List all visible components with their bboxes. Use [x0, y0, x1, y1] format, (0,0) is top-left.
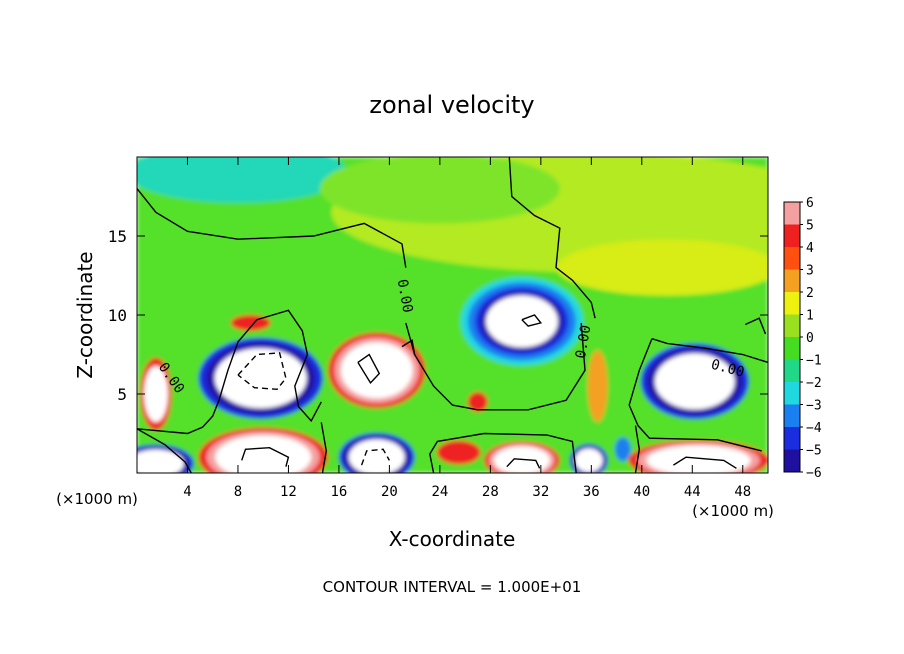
- colorbar-tick-label: −1: [806, 354, 822, 369]
- colorbar-swatch: [784, 224, 800, 248]
- colorbar-tick-label: −6: [806, 466, 822, 481]
- x-axis-label: X-coordinate: [389, 527, 516, 551]
- x-tick-label: 20: [381, 484, 398, 500]
- x-tick-label: 36: [583, 484, 600, 500]
- colorbar-tick-label: −3: [806, 399, 822, 414]
- x-tick-label: 8: [234, 484, 242, 500]
- x-tick-label: 28: [482, 484, 499, 500]
- colorbar-swatch: [784, 404, 800, 428]
- y-axis-label: Z-coordinate: [73, 251, 97, 378]
- colorbar-tick-label: 2: [806, 286, 814, 301]
- colorbar-tick-label: 5: [806, 219, 814, 234]
- colorbar-swatch: [784, 427, 800, 450]
- colorbar-tick-label: −2: [806, 376, 822, 391]
- x-unit-right: (×1000 m): [692, 502, 774, 520]
- colorbar-tick-label: 3: [806, 264, 814, 279]
- colorbar-swatch: [784, 382, 800, 405]
- x-tick-label: 44: [684, 484, 701, 500]
- x-unit-left: (×1000 m): [56, 490, 138, 508]
- x-tick-label: 24: [431, 484, 448, 500]
- colorbar-tick-label: −4: [806, 421, 822, 436]
- y-tick-label: 15: [108, 227, 127, 246]
- plot-area: [137, 157, 768, 473]
- colorbar-tick-label: 6: [806, 196, 814, 211]
- chart-title: zonal velocity: [369, 91, 534, 119]
- colorbar-swatch: [784, 269, 800, 293]
- x-tick-label: 48: [734, 484, 751, 500]
- contour-interval-footer: CONTOUR INTERVAL = 1.000E+01: [323, 578, 582, 596]
- x-tick-label: 4: [183, 484, 191, 500]
- x-tick-label: 12: [280, 484, 297, 500]
- contour-label: 0.00: [573, 324, 595, 360]
- y-tick-label: 5: [117, 385, 127, 404]
- colorbar-swatch: [784, 247, 800, 270]
- colorbar-tick-label: 4: [806, 241, 814, 256]
- x-tick-label: 40: [633, 484, 650, 500]
- x-tick-label: 16: [330, 484, 347, 500]
- colorbar-tick-label: 0: [806, 331, 814, 346]
- colorbar-tick-label: −5: [806, 444, 822, 459]
- colorbar-swatch: [784, 292, 800, 315]
- x-tick-label: 32: [532, 484, 549, 500]
- colorbar-tick-label: 1: [806, 309, 814, 324]
- colorbar-swatch: [784, 314, 800, 338]
- colorbar-swatch: [784, 202, 800, 225]
- colorbar-swatch: [784, 449, 800, 473]
- y-tick-label: 10: [108, 306, 127, 325]
- colorbar-swatch: [784, 359, 800, 383]
- colorbar-swatch: [784, 337, 800, 360]
- contour-label: 0.00: [394, 278, 416, 314]
